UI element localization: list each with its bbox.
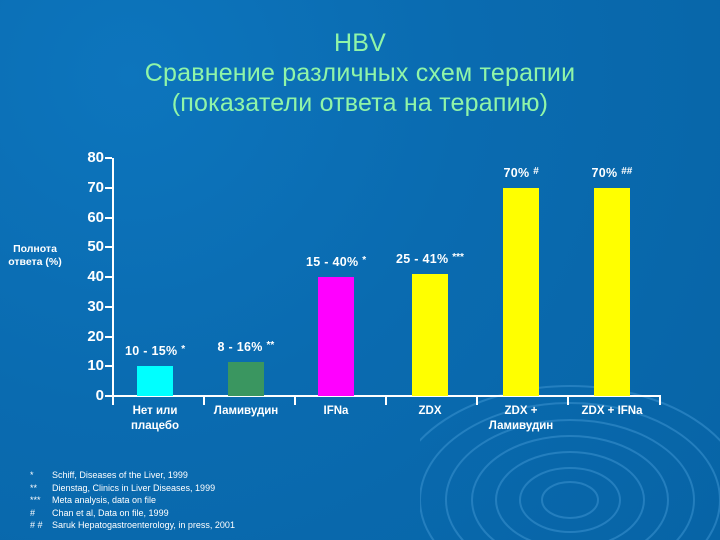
slide-title: HBV Сравнение различных схем терапии (по… <box>0 28 720 118</box>
x-tick-4 <box>476 397 478 405</box>
footnote-text-5: Saruk Hepatogastroenterology, in press, … <box>52 520 235 531</box>
title-line-2: Сравнение различных схем терапии <box>144 59 576 87</box>
y-tick-label-30: 30 <box>87 297 104 315</box>
footnote-row-5: # # Saruk Hepatogastroenterology, in pres… <box>30 519 235 532</box>
bar-3[interactable] <box>318 277 354 396</box>
y-tick-60 <box>105 216 112 219</box>
y-axis-title: Полнота ответа (%) <box>8 243 62 268</box>
x-tick-3 <box>385 397 387 405</box>
category-label-4: ZDX <box>418 405 442 417</box>
x-axis-line <box>112 395 661 397</box>
category-label-5: ZDX + Ламивудин <box>488 405 554 432</box>
bar-label-4: 25 - 41% *** <box>396 252 464 267</box>
bar-label-6: 70% ## <box>591 165 633 180</box>
y-tick-label-70: 70 <box>87 178 104 196</box>
y-tick-label-60: 60 <box>87 208 104 226</box>
y-tick-label-80: 80 <box>87 149 104 166</box>
y-tick-0 <box>105 395 112 397</box>
footnote-row-3: *** Meta analysis, data on file <box>30 494 235 507</box>
x-tick-0 <box>112 397 114 405</box>
bar-label-5: 70% # <box>503 165 539 180</box>
y-axis-tick-labels: 0 10 20 30 40 50 60 70 80 <box>60 0 104 540</box>
x-tick-6 <box>659 397 661 405</box>
footnotes-block: * Schiff, Diseases of the Liver, 1999 ** Di… <box>30 469 235 532</box>
footnote-mark-4: # <box>30 507 36 518</box>
bar-4[interactable] <box>412 274 448 396</box>
y-tick-label-20: 20 <box>87 327 104 345</box>
footnote-text-1: Schiff, Diseases of the Liver, 1999 <box>52 470 188 481</box>
bar-5[interactable] <box>503 187 539 396</box>
y-tick-80 <box>105 157 112 159</box>
footnote-text-4: Chan et al, Data on file, 1999 <box>52 507 169 518</box>
y-tick-30 <box>105 305 112 308</box>
y-tick-label-0: 0 <box>95 387 104 404</box>
y-tick-label-50: 50 <box>87 238 104 256</box>
y-tick-10 <box>105 365 112 368</box>
footnote-mark-5: # # <box>30 520 43 531</box>
bar-label-2: 8 - 16% ** <box>217 339 275 354</box>
footnote-mark-3: *** <box>30 495 41 506</box>
category-label-3: IFNa <box>323 405 349 417</box>
category-label-2: Ламивудин <box>213 405 279 417</box>
y-tick-label-10: 10 <box>87 357 104 375</box>
y-tick-label-40: 40 <box>87 268 104 285</box>
y-tick-50 <box>105 246 112 249</box>
bar-6[interactable] <box>594 187 630 396</box>
x-tick-2 <box>294 397 296 405</box>
title-line-1: HBV <box>333 29 386 57</box>
y-tick-20 <box>105 335 112 338</box>
x-tick-5 <box>567 397 569 405</box>
bar-2[interactable] <box>228 361 264 396</box>
category-label-1: Нет или плацебо <box>130 405 180 432</box>
footnote-mark-1: * <box>30 470 34 481</box>
x-tick-1 <box>203 397 205 405</box>
title-line-3: (показатели ответа на терапию) <box>171 89 549 117</box>
category-label-6: ZDX + IFNa <box>581 405 643 417</box>
y-tick-70 <box>105 186 112 189</box>
y-axis-line <box>112 158 114 397</box>
footnote-mark-2: ** <box>30 482 38 493</box>
footnote-text-2: Dienstag, Clinics in Liver Diseases, 199… <box>52 482 216 493</box>
footnote-text-3: Meta analysis, data on file <box>52 495 157 506</box>
footnote-row-1: * Schiff, Diseases of the Liver, 1999 <box>30 469 235 482</box>
bar-label-1: 10 - 15% * <box>125 344 186 359</box>
bar-1[interactable] <box>137 366 173 396</box>
footnote-row-2: ** Dienstag, Clinics in Liver Diseases, 1… <box>30 482 235 495</box>
bar-label-3: 15 - 40% * <box>306 255 367 269</box>
y-tick-40 <box>105 276 112 278</box>
footnote-row-4: # Chan et al, Data on file, 1999 <box>30 507 235 520</box>
